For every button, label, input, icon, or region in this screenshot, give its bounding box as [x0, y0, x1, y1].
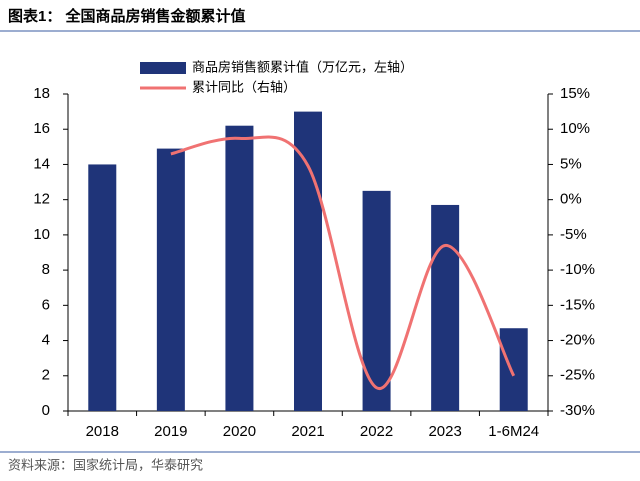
bar [88, 164, 117, 411]
y2-tick-label: 15% [560, 85, 590, 102]
source: 资料来源：国家统计局，华泰研究 [8, 457, 203, 472]
y2-tick-label: 5% [560, 155, 582, 172]
y2-tick-label: -5% [560, 226, 587, 243]
legend-label: 商品房销售额累计值（万亿元，左轴） [192, 59, 413, 74]
y-tick-label: 0 [42, 402, 50, 419]
x-tick-label: 1-6M24 [488, 423, 539, 440]
bar [294, 111, 322, 411]
x-tick-label: 2023 [428, 423, 461, 440]
y2-tick-label: -10% [560, 261, 595, 278]
y-tick-label: 16 [33, 120, 50, 137]
chart-title: 图表1： 全国商品房销售金额累计值 [8, 7, 246, 25]
legend-swatch [140, 62, 186, 74]
x-tick-label: 2020 [223, 423, 256, 440]
x-tick-label: 2019 [154, 423, 187, 440]
y-tick-label: 8 [42, 261, 50, 278]
line [170, 135, 516, 390]
y-tick-label: 4 [42, 332, 50, 349]
y2-tick-label: -30% [560, 402, 595, 419]
x-tick-label: 2022 [360, 423, 393, 440]
y2-tick-label: -15% [560, 296, 595, 313]
y2-tick-label: 0% [560, 191, 582, 208]
bar [156, 148, 185, 411]
y-tick-label: 14 [33, 155, 50, 172]
bar [499, 328, 528, 411]
bar [362, 190, 391, 411]
legend-label: 累计同比（右轴） [192, 79, 296, 94]
y2-tick-label: 10% [560, 120, 590, 137]
x-tick-label: 2018 [86, 423, 119, 440]
y-tick-label: 10 [33, 226, 50, 243]
y2-tick-label: -25% [560, 367, 595, 384]
y-tick-label: 12 [33, 191, 50, 208]
y-tick-label: 2 [42, 367, 50, 384]
bar [431, 204, 460, 411]
x-tick-label: 2021 [291, 423, 324, 440]
y-tick-label: 18 [33, 85, 50, 102]
y-tick-label: 6 [42, 296, 50, 313]
bar [225, 125, 254, 411]
y2-tick-label: -20% [560, 332, 595, 349]
